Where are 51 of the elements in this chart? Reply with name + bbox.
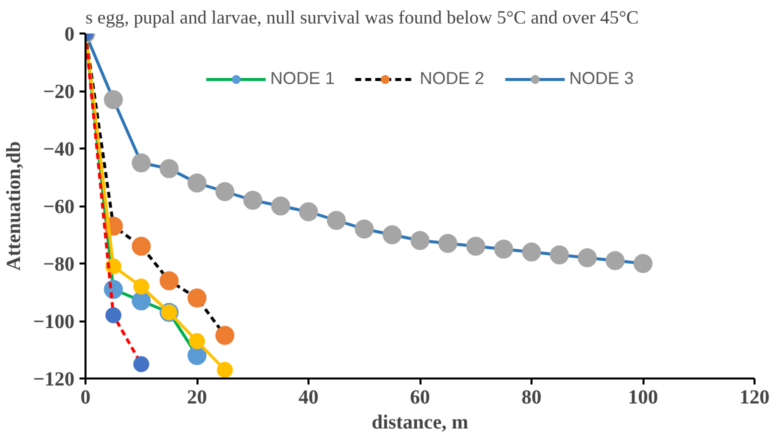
point — [188, 174, 206, 192]
point — [354, 220, 374, 238]
point — [160, 159, 179, 178]
point — [271, 196, 290, 216]
x-tick-label: 120 — [740, 386, 770, 408]
point — [410, 231, 430, 250]
x-tick-label: 20 — [187, 386, 207, 408]
point — [299, 202, 318, 222]
y-tick-label: −40 — [43, 138, 75, 160]
point — [522, 242, 541, 262]
point — [578, 248, 597, 268]
point — [133, 356, 150, 372]
y-tick-label: −80 — [43, 254, 75, 276]
point — [133, 278, 150, 294]
x-tick-label: 100 — [628, 386, 658, 408]
y-tick-label: −100 — [33, 311, 75, 333]
point — [243, 190, 262, 210]
x-tick-label: 40 — [298, 386, 318, 408]
legend-label: NODE 1 — [270, 68, 335, 89]
point — [326, 210, 346, 230]
y-tick-label: −60 — [43, 196, 75, 218]
point — [132, 236, 151, 256]
point — [104, 90, 123, 110]
legend-label: NODE 3 — [569, 68, 634, 89]
point — [132, 291, 151, 310]
text: s egg, pupal and larvae, null survival was found below 5°C and over 45°C — [86, 8, 639, 28]
point — [382, 225, 402, 244]
point — [606, 251, 625, 270]
point — [494, 240, 514, 259]
point — [438, 234, 458, 253]
y-tick-label: 0 — [64, 24, 74, 46]
point — [188, 346, 206, 365]
point — [189, 333, 205, 350]
y-tick-label: −120 — [33, 368, 75, 390]
point — [550, 245, 569, 264]
x-tick-label: 80 — [522, 386, 542, 408]
point — [466, 236, 486, 256]
point — [215, 182, 234, 202]
x-tick-label: 60 — [410, 386, 430, 408]
legend-label: NODE 2 — [420, 68, 484, 89]
point — [160, 271, 179, 290]
point — [215, 326, 234, 345]
y-tick-label: −20 — [43, 81, 75, 103]
x-axis-title: distance, m — [372, 412, 469, 434]
point — [634, 254, 652, 273]
point — [105, 307, 122, 324]
x-tick-label: 0 — [80, 386, 90, 408]
y-axis-title: Attenuation,db — [3, 141, 26, 271]
point — [216, 362, 233, 378]
point — [188, 288, 206, 308]
point — [132, 153, 151, 172]
